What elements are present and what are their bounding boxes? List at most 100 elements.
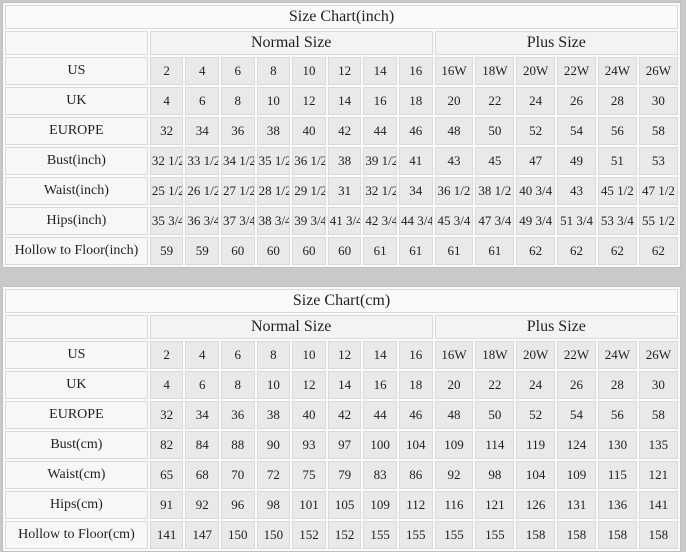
data-cell: 51 [597,147,637,175]
data-cell: 36 3/4 [185,207,219,235]
data-cell: 126 [516,491,556,519]
data-cell: 59 [149,237,184,265]
data-cell: 6 [185,371,219,399]
data-cell: 43 [557,177,596,205]
data-cell: 26W [638,341,678,369]
data-cell: 61 [398,237,433,265]
table-row: Hips(inch) 35 3/4 36 3/4 37 3/4 38 3/4 39 3/4… [5,207,678,235]
data-cell: 150 [256,521,291,549]
row-label: UK [5,371,148,399]
data-cell: 59 [185,237,219,265]
data-cell: 141 [149,521,184,549]
data-cell: 116 [434,491,474,519]
data-cell: 27 1/2 [221,177,255,205]
row-label: Bust(cm) [5,431,148,459]
data-cell: 49 [557,147,596,175]
data-cell: 109 [557,461,596,489]
data-cell: 20W [516,57,556,85]
row-label: Hips(inch) [5,207,148,235]
data-cell: 40 [292,117,326,145]
data-cell: 136 [597,491,637,519]
data-cell: 38 [256,117,291,145]
data-cell: 150 [221,521,255,549]
data-cell: 90 [256,431,291,459]
table-row: Bust(inch) 32 1/2 33 1/2 34 1/2 35 1/2 36 1/2… [5,147,678,175]
data-cell: 42 [327,117,362,145]
data-cell: 29 1/2 [292,177,326,205]
data-cell: 54 [557,401,596,429]
data-cell: 8 [256,341,291,369]
title-row: Size Chart(cm) [5,289,678,313]
data-cell: 158 [638,521,678,549]
data-cell: 26 [557,371,596,399]
data-cell: 45 3/4 [434,207,474,235]
table-row: UK 4 6 8 10 12 14 16 18 20 22 24 26 28 30 [5,371,678,399]
data-cell: 44 [363,117,397,145]
row-label: Hips(cm) [5,491,148,519]
data-cell: 44 3/4 [398,207,433,235]
data-cell: 28 [597,371,637,399]
table-body-inch: US 2 4 6 8 10 12 14 16 16W 18W 20W 22W 24W 26W UK 4 6 8 10 1… [5,57,678,265]
data-cell: 24W [597,341,637,369]
plus-size-header: Plus Size [434,315,678,339]
data-cell: 36 [221,401,255,429]
data-cell: 8 [256,57,291,85]
data-cell: 16 [398,341,433,369]
data-cell: 47 1/2 [638,177,678,205]
data-cell: 12 [327,57,362,85]
data-cell: 109 [363,491,397,519]
data-cell: 104 [516,461,556,489]
group-header-row: Normal Size Plus Size [5,31,678,55]
data-cell: 34 [185,117,219,145]
table-row: Hollow to Floor(cm) 141 147 150 150 152 152 155… [5,521,678,549]
data-cell: 32 [149,401,184,429]
data-cell: 60 [221,237,255,265]
data-cell: 24 [516,87,556,115]
data-cell: 55 1/2 [638,207,678,235]
data-cell: 4 [149,371,184,399]
table-row: US 2 4 6 8 10 12 14 16 16W 18W 20W 22W 24W 26W [5,341,678,369]
row-label: UK [5,87,148,115]
data-cell: 24W [597,57,637,85]
data-cell: 58 [638,401,678,429]
data-cell: 10 [256,371,291,399]
data-cell: 61 [475,237,515,265]
data-cell: 60 [256,237,291,265]
row-label: Waist(cm) [5,461,148,489]
data-cell: 158 [557,521,596,549]
table-row: US 2 4 6 8 10 12 14 16 16W 18W 20W 22W 24W 26W [5,57,678,85]
data-cell: 83 [363,461,397,489]
row-label: EUROPE [5,117,148,145]
data-cell: 155 [475,521,515,549]
data-cell: 98 [475,461,515,489]
data-cell: 45 [475,147,515,175]
data-cell: 24 [516,371,556,399]
data-cell: 62 [638,237,678,265]
data-cell: 4 [149,87,184,115]
data-cell: 26 1/2 [185,177,219,205]
data-cell: 22W [557,57,596,85]
data-cell: 38 3/4 [256,207,291,235]
data-cell: 68 [185,461,219,489]
data-cell: 61 [363,237,397,265]
data-cell: 38 [256,401,291,429]
table-title: Size Chart(inch) [5,5,678,29]
size-chart-inch-table: Size Chart(inch) Normal Size Plus Size U… [2,2,681,268]
data-cell: 86 [398,461,433,489]
data-cell: 60 [292,237,326,265]
data-cell: 121 [475,491,515,519]
table-row: EUROPE 32 34 36 38 40 42 44 46 48 50 52 54 56 58 [5,117,678,145]
data-cell: 28 [597,87,637,115]
data-cell: 16 [363,371,397,399]
data-cell: 72 [256,461,291,489]
data-cell: 56 [597,401,637,429]
data-cell: 20 [434,87,474,115]
data-cell: 18 [398,371,433,399]
data-cell: 114 [475,431,515,459]
data-cell: 2 [149,341,184,369]
data-cell: 51 3/4 [557,207,596,235]
normal-size-header: Normal Size [149,315,433,339]
row-label: US [5,57,148,85]
data-cell: 32 1/2 [363,177,397,205]
data-cell: 119 [516,431,556,459]
